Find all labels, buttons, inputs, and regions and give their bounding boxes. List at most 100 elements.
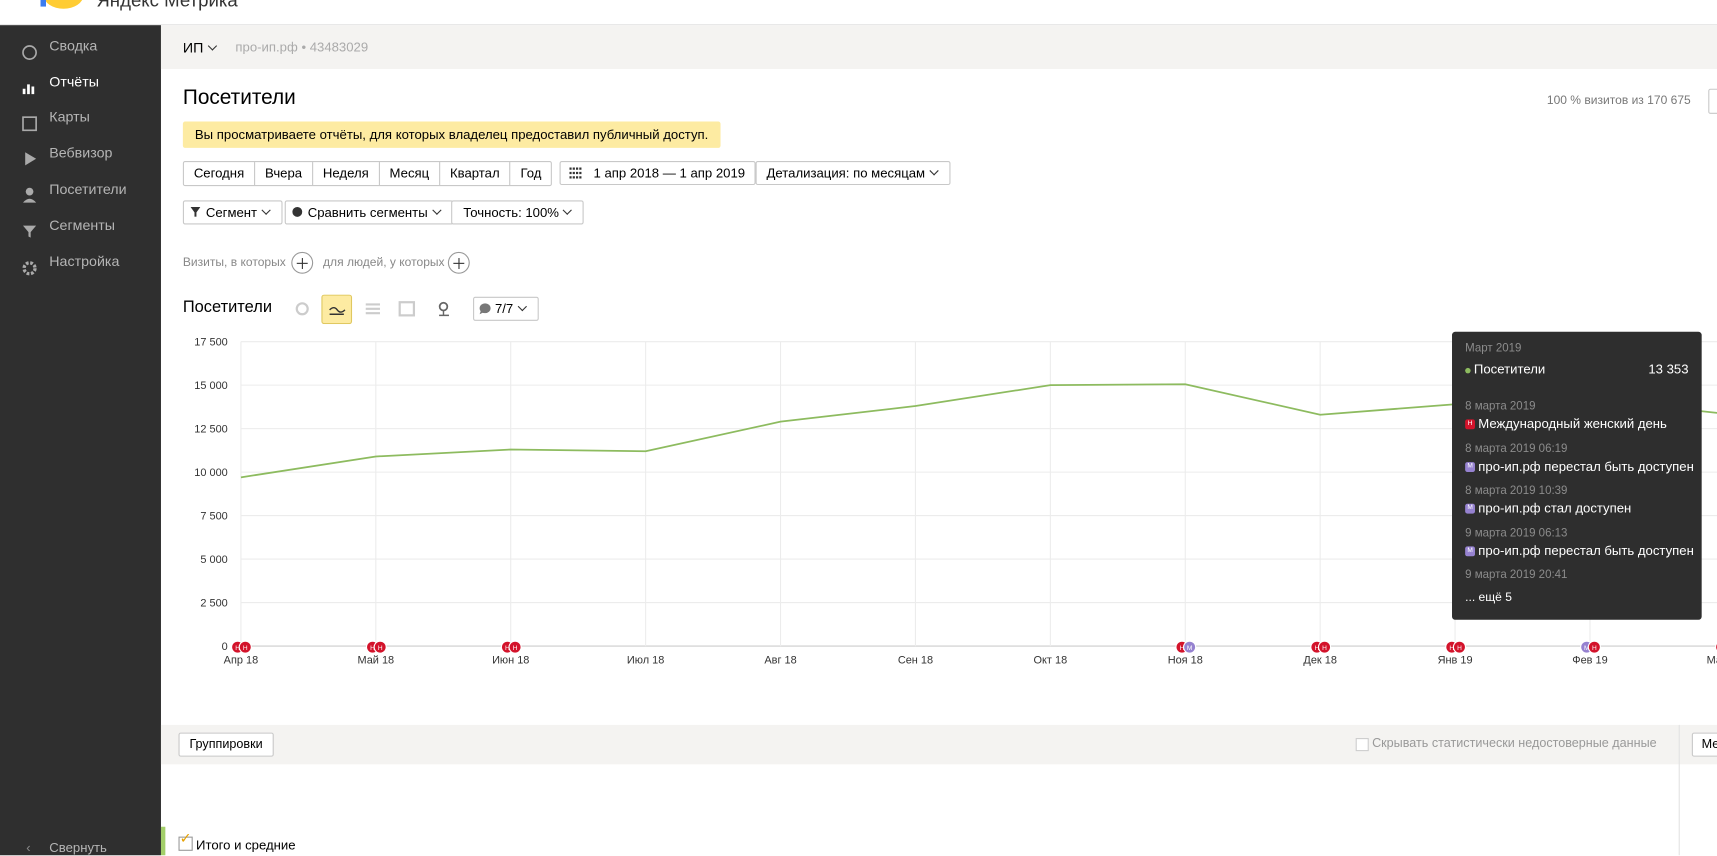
event-marker-label: Н: [378, 645, 383, 652]
table-divider: [1678, 724, 1680, 856]
sidebar-item[interactable]: Вебвизор: [49, 144, 113, 161]
tooltip-event-badge: М: [1465, 545, 1476, 556]
y-tick-label: 12 500: [194, 423, 227, 435]
totals-marker: [160, 826, 166, 856]
collapse-arrow[interactable]: ‹: [26, 839, 31, 856]
period-button[interactable]: Сегодня: [184, 162, 256, 186]
x-tick-label: Авг 18: [764, 655, 796, 667]
segment-button[interactable]: Точность: 100%: [451, 200, 585, 225]
event-marker-label: Н: [1457, 645, 1462, 652]
sidebar-item[interactable]: Настройка: [49, 252, 120, 270]
x-tick-label: Июл 18: [627, 655, 664, 667]
view-map[interactable]: [436, 300, 454, 318]
tooltip-event-badge: Н: [1465, 418, 1476, 429]
date-range[interactable]: 1 апр 2018 — 1 апр 2019: [559, 160, 757, 186]
tooltip: Март 2019 Посетители 13 353 8 марта 2019…: [1452, 331, 1702, 620]
sidebar-item[interactable]: Карты: [49, 108, 90, 125]
sidebar-item[interactable]: Посетители: [49, 180, 127, 198]
tooltip-event-date: 8 марта 2019 10:39: [1465, 484, 1568, 498]
y-tick-label: 7 500: [200, 510, 227, 522]
y-tick-label: 15 000: [194, 380, 227, 392]
y-tick-label: 5 000: [200, 554, 227, 566]
event-marker-circle: [373, 640, 387, 654]
y-tick-label: 0: [222, 641, 228, 653]
annotations-select[interactable]: 7/7: [473, 296, 539, 321]
event-marker[interactable]: М: [1183, 640, 1197, 654]
period-button[interactable]: Год: [520, 165, 542, 181]
calendar-icon: [569, 167, 583, 179]
event-marker-circle: [1317, 640, 1332, 654]
x-tick-label: Ноя 18: [1168, 655, 1203, 667]
event-marker-label: Н: [1315, 645, 1320, 652]
view-bar[interactable]: [398, 301, 416, 317]
event-marker[interactable]: Н: [1452, 640, 1467, 654]
tooltip-more[interactable]: ... ещё 5: [1465, 591, 1512, 605]
sidebar-item[interactable]: Отчёты: [49, 73, 99, 90]
event-marker[interactable]: Н: [238, 640, 252, 654]
x-tick-label: Май 18: [357, 655, 394, 667]
icon-reports: [22, 84, 35, 95]
event-marker-label: Н: [505, 645, 510, 652]
icon-settings: [22, 261, 37, 276]
logo: Яндекс Метрика: [96, 0, 238, 11]
event-marker[interactable]: Н: [508, 640, 522, 654]
sample-info: 100 % визитов из 170 675: [1546, 94, 1691, 108]
period-button[interactable]: Вчера: [255, 162, 314, 186]
x-tick-label: Окт 18: [1034, 655, 1068, 667]
period-button[interactable]: Неделя: [313, 162, 380, 186]
hide-unreliable-checkbox[interactable]: [1355, 738, 1369, 752]
tooltip-event-date: 9 марта 2019 06:13: [1465, 526, 1568, 540]
event-marker[interactable]: Н: [1317, 640, 1332, 654]
metrics-button[interactable]: Ме: [1691, 732, 1717, 757]
chevron: [517, 301, 527, 312]
sidebar: Сводка Отчёты Карты Вебвизор Посетители Сегме…: [0, 25, 161, 856]
tooltip-event-badge: М: [1465, 503, 1476, 514]
tooltip-event-date: 9 марта 2019 20:41: [1465, 568, 1568, 582]
counter-id: 43483029: [309, 39, 369, 55]
x-tick-label: Фев 19: [1572, 655, 1607, 667]
segment-button[interactable]: Сравнить сегменты: [284, 200, 453, 225]
tooltip-event-text: про-ип.рф перестал быть доступен: [1478, 543, 1694, 559]
sidebar-item[interactable]: Сводка: [49, 37, 98, 54]
hide-unreliable-label: Скрывать статистически недостоверные дан…: [1372, 736, 1657, 751]
tooltip-event-badge: М: [1465, 461, 1476, 472]
event-marker-label: М: [1187, 645, 1192, 652]
icon-maps: [22, 116, 37, 132]
groupings-button[interactable]: Группировки: [178, 732, 274, 757]
totals-check: ✓: [179, 830, 192, 847]
y-tick-label: 2 500: [200, 597, 227, 609]
event-marker-label: Н: [370, 645, 375, 652]
event-marker[interactable]: Н: [1587, 640, 1601, 654]
view-area[interactable]: [365, 303, 380, 315]
period-button[interactable]: Месяц: [380, 162, 441, 186]
sidebar-item[interactable]: Сегменты: [49, 216, 115, 234]
annotations-icon: [479, 303, 491, 315]
period-button[interactable]: Квартал: [440, 162, 511, 186]
totals-checkbox[interactable]: [178, 836, 193, 851]
event-marker[interactable]: Н: [373, 640, 387, 654]
tooltip-event-text: Международный женский день: [1478, 416, 1667, 432]
x-tick-label: Дек 18: [1303, 655, 1336, 667]
public-notice: Вы просматриваете отчёты, для которых вл…: [182, 121, 721, 148]
counter-select[interactable]: ИП: [183, 39, 218, 56]
view-pie[interactable]: [295, 302, 309, 316]
event-marker-label: Н: [243, 645, 248, 652]
collapse[interactable]: Свернуть: [49, 839, 107, 856]
detail-select[interactable]: Детализация: по месяцам: [755, 160, 951, 186]
view-line-icon: [329, 306, 346, 315]
sample-button[interactable]: [1708, 88, 1717, 114]
icon-webvisor: [25, 152, 37, 166]
event-marker-label: Н: [235, 645, 240, 652]
add-people-filter[interactable]: [447, 251, 470, 274]
logo-icon-bar: [40, 0, 46, 7]
tooltip-event-text: про-ип.рф перестал быть доступен: [1478, 458, 1694, 475]
segment-button[interactable]: Сегмент: [182, 200, 283, 225]
event-marker-label: Н: [1180, 645, 1185, 652]
add-visit-filter[interactable]: [291, 251, 314, 274]
event-marker-label: М: [1584, 645, 1589, 652]
event-marker-label: Н: [1449, 645, 1454, 652]
